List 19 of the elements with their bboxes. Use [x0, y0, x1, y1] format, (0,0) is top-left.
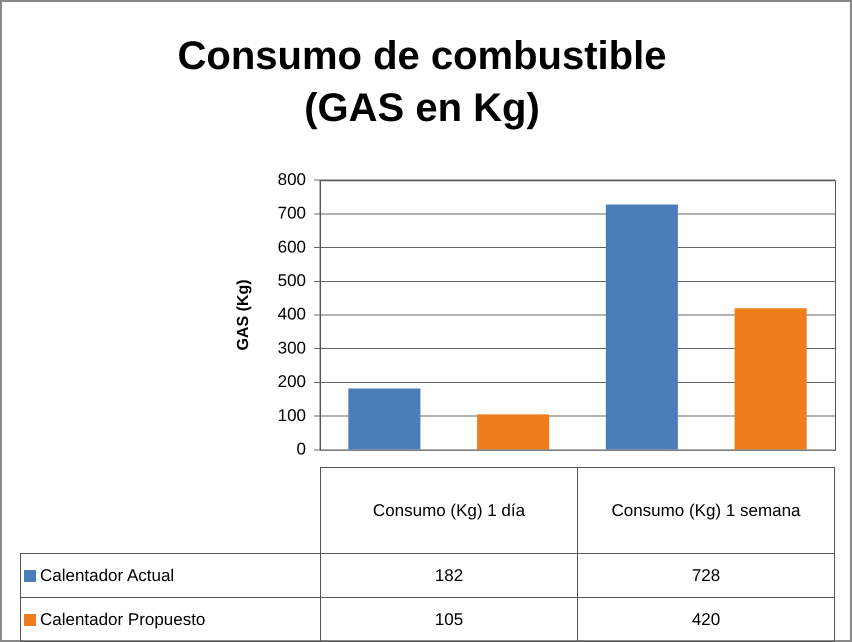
- x-tick-label: Consumo (Kg) 1 semana: [578, 468, 834, 554]
- y-tick-label: 300: [278, 338, 306, 358]
- data-label: 728: [578, 554, 834, 598]
- chart-title: Consumo de combustible (GAS en Kg): [176, 33, 668, 132]
- y-tick-label: 800: [278, 170, 306, 189]
- y-tick-label: 700: [278, 204, 306, 223]
- legend-label: Calentador Propuesto: [20, 598, 320, 642]
- y-tick-label: 600: [278, 237, 306, 256]
- x-tick-label: Consumo (Kg) 1 día: [320, 468, 578, 554]
- y-tick-label: 0: [296, 439, 306, 458]
- data-label: 182: [320, 554, 578, 598]
- y-tick-label: 400: [278, 304, 306, 324]
- legend-label: Calentador Actual: [20, 554, 320, 598]
- data-label: 105: [320, 598, 578, 642]
- y-tick-label: 100: [278, 406, 306, 425]
- data-label: 420: [578, 598, 834, 642]
- y-tick-label: 200: [278, 372, 306, 392]
- y-axis-title: GAS (Kg): [235, 279, 252, 351]
- y-tick-label: 500: [278, 270, 306, 290]
